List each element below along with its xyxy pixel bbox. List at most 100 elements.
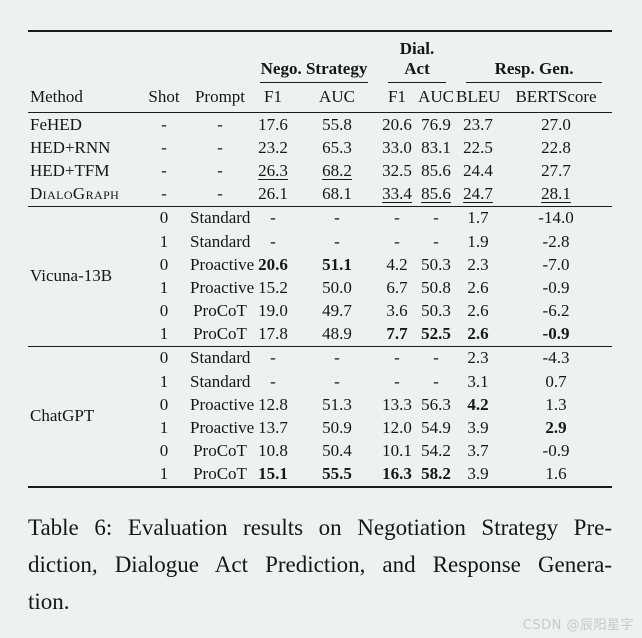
value-cell: 19.0 — [258, 301, 288, 321]
method-cell: ChatGPT — [28, 345, 138, 487]
value-cell: 68.1 — [322, 184, 352, 204]
group-header-label: Dial. Act — [388, 39, 447, 83]
value-cell: 6.7 — [386, 277, 408, 297]
shot-cell: 1 — [159, 277, 169, 297]
caption-line: Table 6: Evaluation results on Negotiati… — [28, 515, 612, 540]
table-row: 0 ProCoT 19.0 49.7 3.6 50.3 2.6 -6.2 — [28, 300, 612, 323]
value-cell: 12.8 — [258, 394, 288, 414]
method-cell: Vicuna-13B — [28, 205, 138, 347]
value-cell: 2.6 — [467, 324, 489, 344]
col-header-shot: Shot — [138, 83, 190, 113]
shot-cell: - — [161, 160, 167, 180]
value-cell: - — [270, 371, 276, 391]
prompt-cell: - — [217, 114, 223, 134]
shot-cell: 1 — [159, 418, 169, 438]
prompt-cell: ProCoT — [193, 441, 247, 461]
value-cell: 83.1 — [421, 137, 451, 157]
table-header: Nego. Strategy Dial. Act Resp. Gen. Meth… — [28, 31, 613, 113]
value-cell: 16.3 — [382, 464, 412, 484]
col-header-bleu: BLEU — [456, 83, 500, 113]
method-cell: HED+TFM — [30, 160, 110, 180]
value-cell: 15.2 — [258, 277, 288, 297]
prompt-cell: Standard — [190, 371, 251, 391]
value-cell: 13.3 — [382, 394, 412, 414]
col-header-prompt: Prompt — [190, 83, 250, 113]
value-cell: 7.7 — [386, 324, 408, 344]
prompt-cell: Proactive — [190, 418, 255, 438]
value-cell: - — [433, 231, 439, 251]
table-row: 1 ProCoT 17.8 48.9 7.7 52.5 2.6 -0.9 — [28, 323, 612, 347]
value-cell: 3.9 — [467, 418, 489, 438]
value-cell: 33.4 — [382, 184, 412, 204]
col-header-method: Method — [28, 83, 138, 113]
value-cell: -14.0 — [500, 205, 613, 230]
shot-cell: 0 — [159, 394, 169, 414]
group-header-spacer — [28, 31, 250, 83]
value-cell: -2.8 — [542, 231, 570, 251]
watermark: CSDN @辰阳星宇 — [522, 618, 634, 633]
group-header-resp-gen: Resp. Gen. — [456, 31, 612, 83]
prompt-cell: - — [217, 160, 223, 180]
table-row: 0 ProCoT 10.8 50.4 10.1 54.2 3.7 -0.9 — [28, 440, 612, 463]
table-block-baselines: FeHED - - 17.6 55.8 20.6 76.9 23.7 27.0 HED+RNN - -… — [28, 113, 612, 207]
value-cell: -0.9 — [542, 324, 570, 344]
value-cell: - — [416, 205, 457, 230]
method-cell: HED+RNN — [30, 137, 111, 157]
value-cell: - — [296, 345, 379, 371]
table-row: 1 Standard - - - -1.9 -2.8 — [28, 230, 612, 253]
page: Nego. Strategy Dial. Act Resp. Gen. Meth… — [0, 30, 642, 638]
shot-cell: - — [161, 184, 167, 204]
table-row: HED+TFM - - 26.3 68.2 32.5 85.6 24.4 27.7 — [28, 159, 612, 182]
value-cell: - — [296, 205, 379, 230]
value-cell: 51.1 — [322, 254, 352, 274]
value-cell: 51.3 — [322, 394, 352, 414]
value-cell: 48.9 — [322, 324, 352, 344]
prompt-cell: Proactive — [190, 277, 255, 297]
value-cell: 85.6 — [421, 184, 451, 204]
prompt-cell: - — [217, 137, 223, 157]
value-cell: 2.6 — [467, 277, 489, 297]
table-row: 1 Standard - - - -3.1 0.7 — [28, 370, 612, 393]
shot-cell: 1 — [159, 371, 169, 391]
value-cell: 27.0 — [541, 114, 571, 134]
shot-cell: - — [161, 114, 167, 134]
value-cell: 22.8 — [541, 137, 571, 157]
group-header-label: Nego. Strategy — [260, 59, 369, 83]
value-cell: 20.6 — [258, 254, 288, 274]
prompt-cell: - — [217, 184, 223, 204]
col-header-nego-auc: AUC — [296, 83, 379, 113]
value-cell: - — [394, 371, 400, 391]
shot-cell: 1 — [159, 324, 169, 344]
value-cell: 10.1 — [382, 441, 412, 461]
table-row: DialoGraph - - 26.1 68.1 33.4 85.6 24.7 28.1 — [28, 183, 612, 207]
value-cell: 27.7 — [541, 160, 571, 180]
value-cell: 50.3 — [421, 301, 451, 321]
value-cell: - — [334, 231, 340, 251]
value-cell: -0.9 — [542, 277, 570, 297]
value-cell: 13.7 — [258, 418, 288, 438]
value-cell: 55.5 — [322, 464, 352, 484]
group-header-nego-strategy: Nego. Strategy — [250, 31, 378, 83]
prompt-cell: ProCoT — [193, 301, 247, 321]
value-cell: 50.3 — [421, 254, 451, 274]
value-cell: 33.0 — [382, 137, 412, 157]
column-header-row: Method Shot Prompt F1 AUC F1 AUC BLEU BE… — [28, 83, 613, 113]
value-cell: 24.7 — [463, 184, 493, 204]
shot-cell: 0 — [138, 205, 190, 230]
value-cell: 17.6 — [258, 114, 288, 134]
shot-cell: 1 — [159, 231, 169, 251]
table-block-vicuna: Vicuna-13B 0 Standard - - - -1.7 -14.0 1 Standard… — [28, 205, 613, 347]
value-cell: 15.1 — [258, 464, 288, 484]
value-cell: -4.3 — [500, 345, 613, 371]
shot-cell: 0 — [159, 441, 169, 461]
value-cell: - — [378, 205, 417, 230]
value-cell: - — [416, 345, 457, 371]
method-cell: FeHED — [30, 114, 82, 134]
value-cell: 49.7 — [322, 301, 352, 321]
value-cell: 55.8 — [322, 114, 352, 134]
group-header-label: Resp. Gen. — [466, 59, 603, 83]
value-cell: 3.7 — [467, 441, 489, 461]
value-cell: 2.3 — [456, 345, 501, 371]
value-cell: 2.3 — [467, 254, 489, 274]
value-cell: 1.6 — [545, 464, 567, 484]
